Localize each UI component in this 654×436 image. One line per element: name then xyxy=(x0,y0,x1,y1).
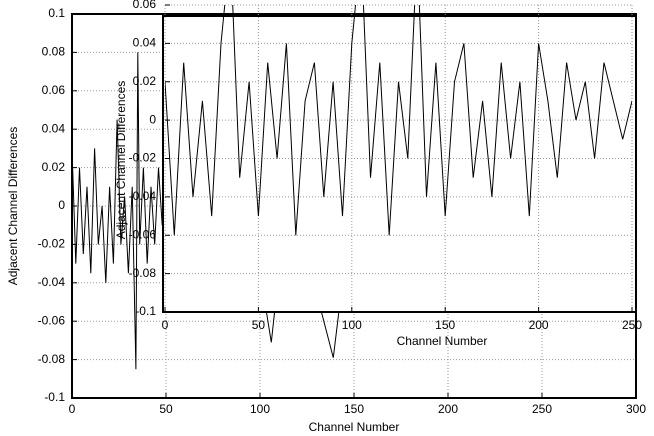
plot-frame xyxy=(162,15,637,313)
y-tick-label: -0.04 xyxy=(129,189,157,203)
x-axis-label: Channel Number xyxy=(309,420,400,434)
x-tick-label: 250 xyxy=(532,402,552,416)
x-tick-label: 150 xyxy=(344,402,364,416)
x-tick-label: 150 xyxy=(435,318,455,332)
y-tick-label: 0.06 xyxy=(133,0,157,11)
data-line xyxy=(165,5,632,236)
x-tick-label: 100 xyxy=(250,402,270,416)
x-tick-label: 300 xyxy=(626,402,646,416)
x-tick-label: 100 xyxy=(342,318,362,332)
y-axis-label: Adjacent Channel Differences xyxy=(114,81,128,240)
x-tick-label: 200 xyxy=(438,402,458,416)
x-axis-label: Channel Number xyxy=(397,334,488,348)
y-tick-label: 0.02 xyxy=(133,74,157,88)
y-tick-label: -0.04 xyxy=(38,275,66,289)
y-tick-label: -0.02 xyxy=(129,151,157,165)
x-tick-label: 250 xyxy=(622,318,642,332)
y-tick-label: 0.08 xyxy=(42,45,66,59)
y-tick-label: 0 xyxy=(58,198,65,212)
y-tick-label: -0.1 xyxy=(135,304,156,318)
y-axis-label: Adjacent Channel Differences xyxy=(6,127,20,286)
x-tick-label: 0 xyxy=(162,318,169,332)
y-tick-label: 0.04 xyxy=(42,121,66,135)
y-tick-label: -0.1 xyxy=(44,390,65,404)
x-tick-label: 0 xyxy=(69,402,76,416)
y-tick-label: 0.1 xyxy=(48,6,65,20)
y-tick-label: 0.06 xyxy=(42,83,66,97)
y-tick-label: 0.02 xyxy=(42,160,66,174)
y-tick-label: 0.04 xyxy=(133,36,157,50)
plot-background xyxy=(163,16,636,312)
y-tick-label: -0.02 xyxy=(38,237,66,251)
y-tick-label: 0 xyxy=(149,112,156,126)
y-tick-label: -0.06 xyxy=(38,313,66,327)
x-tick-label: 50 xyxy=(252,318,266,332)
x-tick-label: 50 xyxy=(159,402,173,416)
y-tick-label: -0.08 xyxy=(38,352,66,366)
y-tick-label: -0.06 xyxy=(129,227,157,241)
y-tick-label: -0.08 xyxy=(129,266,157,280)
x-tick-label: 200 xyxy=(529,318,549,332)
